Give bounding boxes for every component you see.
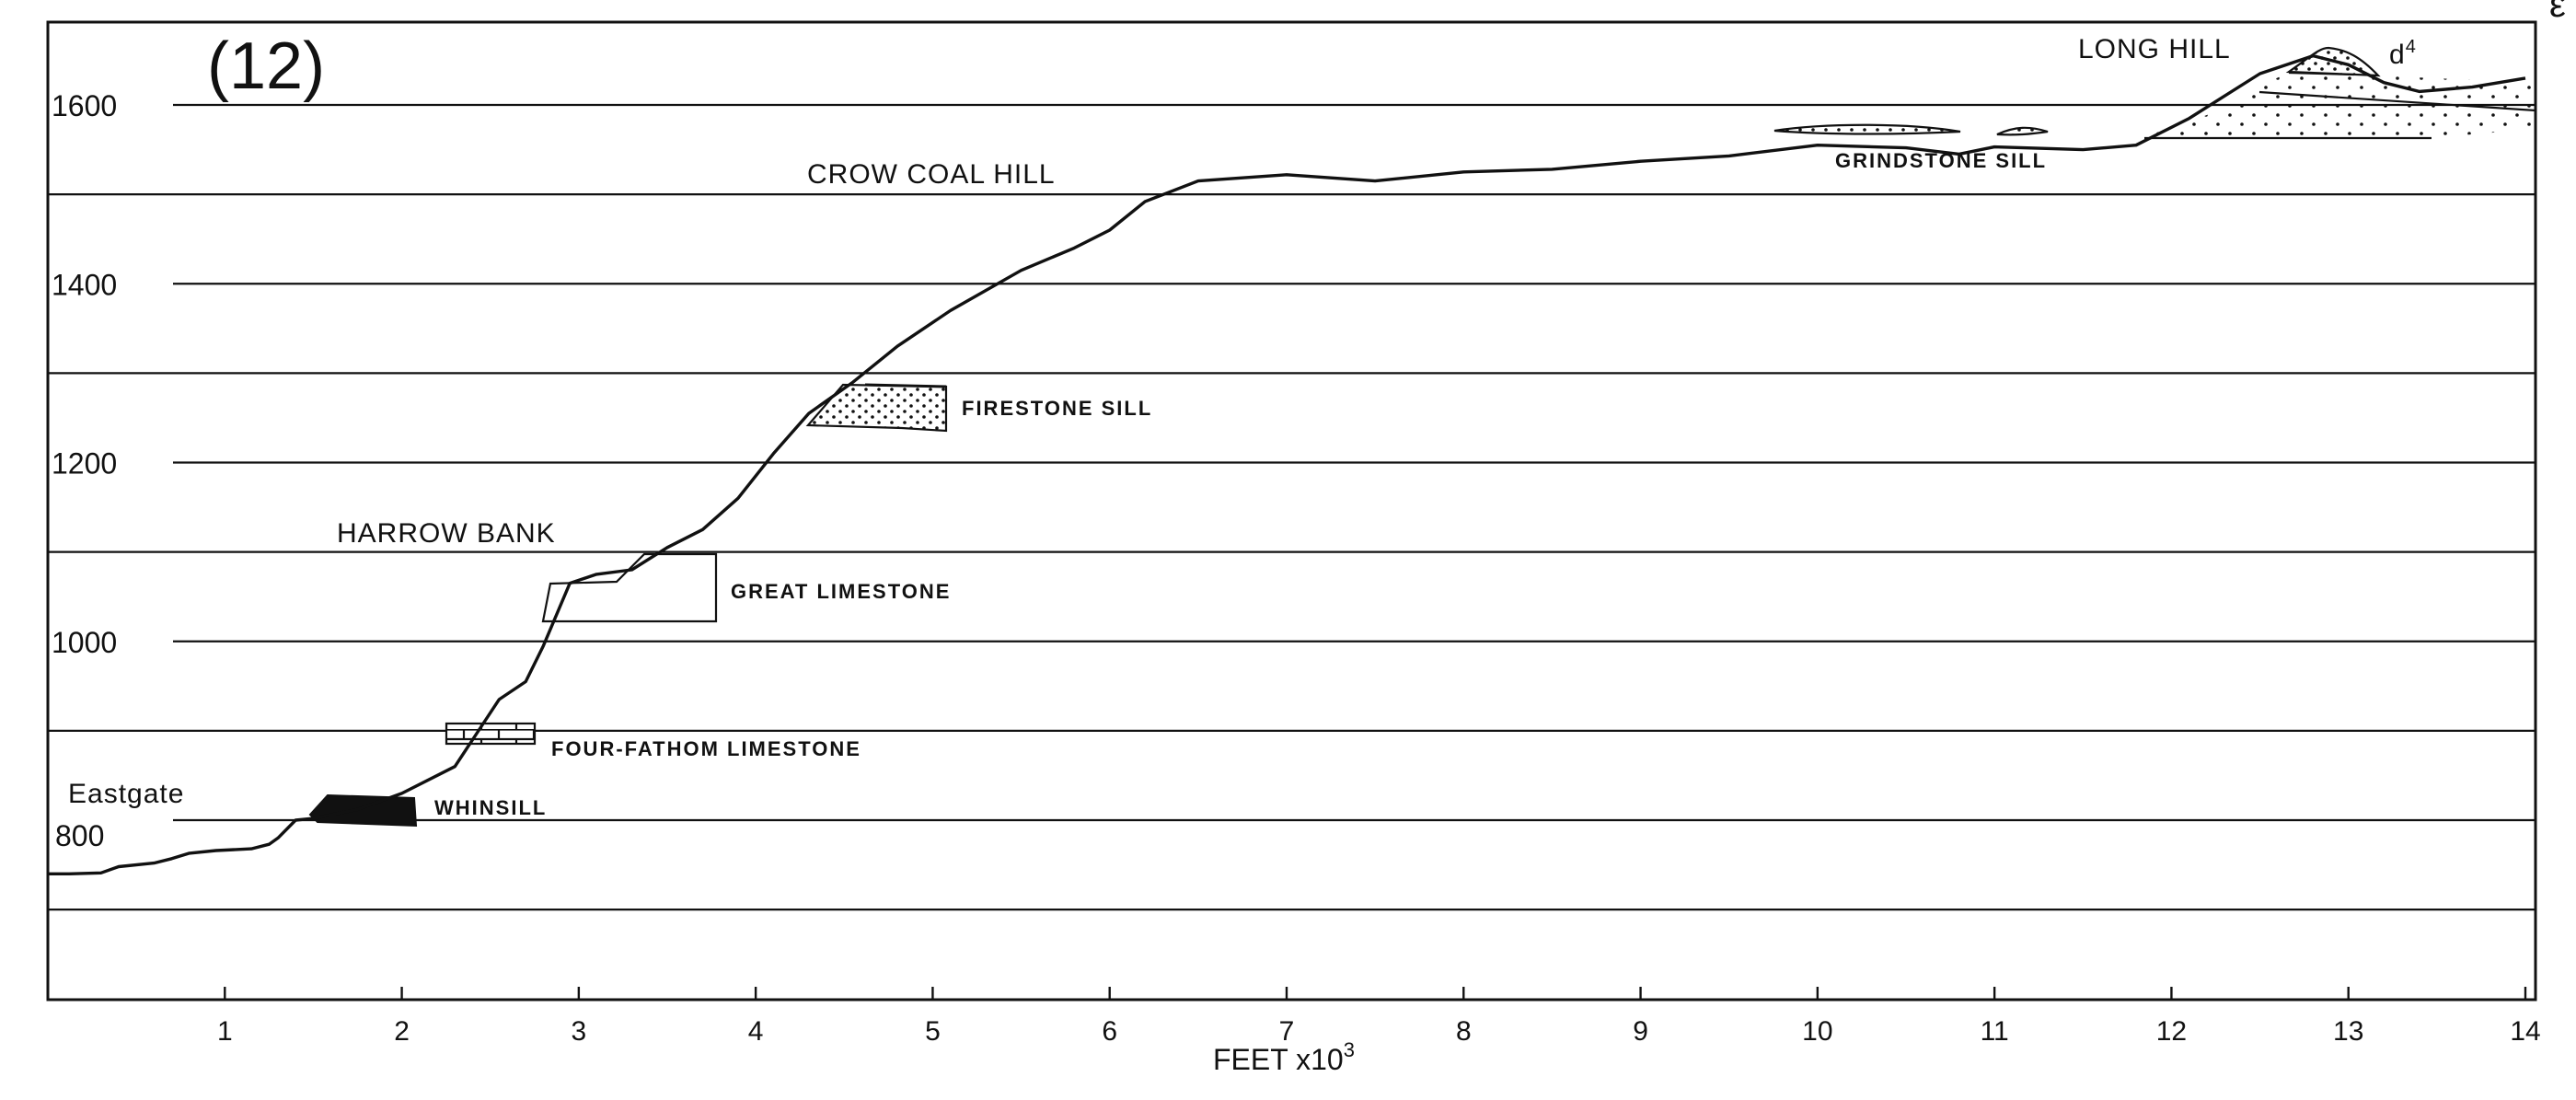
whinsill-bed <box>308 793 418 828</box>
grindstone-sill-bed <box>1773 123 1961 135</box>
long-hill-lower-contact <box>2258 90 2536 112</box>
y-tick-label-1000: 1000 <box>52 626 117 659</box>
firestone-sill-label: FIRESTONE SILL <box>962 397 1152 420</box>
four-fathom-limestone-label: FOUR-FATHOM LIMESTONE <box>551 737 861 760</box>
y-tick-label-1600: 1600 <box>52 89 117 122</box>
four-fathom-limestone-bed <box>446 724 535 744</box>
terrain-profile-line <box>48 53 2526 875</box>
x-tick-label-8: 8 <box>1456 1016 1472 1047</box>
x-tick-label-1: 1 <box>217 1016 233 1047</box>
y-tick-label-1200: 1200 <box>52 447 117 481</box>
x-tick-label-10: 10 <box>1802 1016 1832 1047</box>
d4-label: d4 <box>2389 37 2417 70</box>
x-axis-title: FEET x103 <box>1213 1038 1355 1076</box>
great-limestone-bed <box>541 552 718 623</box>
panel-label: (12) <box>207 29 325 103</box>
x-tick-label-13: 13 <box>2333 1016 2363 1047</box>
firestone-sill-edge <box>864 383 947 388</box>
x-tick-label-4: 4 <box>748 1016 764 1047</box>
y-tick-label-1400: 1400 <box>52 268 117 301</box>
plot-frame <box>46 20 2537 1002</box>
harrow-bank-label: HARROW BANK <box>337 518 556 549</box>
grid-lines <box>48 103 2536 911</box>
grindstone-sill-lens-east <box>1996 126 2049 136</box>
x-tick-label-12: 12 <box>2156 1016 2187 1047</box>
firestone-sill-bed <box>805 383 948 433</box>
eastgate-label: Eastgate <box>68 779 184 809</box>
edge-fragment-mark: ε <box>2549 0 2566 25</box>
grindstone-sill-label: GRINDSTONE SILL <box>1835 149 2047 172</box>
x-tick-label-9: 9 <box>1633 1016 1648 1047</box>
x-tick-label-6: 6 <box>1102 1016 1117 1047</box>
x-tick-label-11: 11 <box>1981 1016 2009 1047</box>
x-tick-label-7: 7 <box>1279 1016 1295 1047</box>
geology-beds <box>308 46 2536 828</box>
whinsill-label: WHINSILL <box>434 796 547 819</box>
x-tick-label-2: 2 <box>394 1016 410 1047</box>
x-axis-ticks: 1 2 3 4 5 6 7 8 9 10 11 12 13 14 <box>217 987 2541 1047</box>
crow-coal-hill-label: CROW COAL HILL <box>807 159 1056 190</box>
y-axis-ticks: 800 1000 1200 1400 1600 <box>52 89 117 852</box>
great-limestone-label: GREAT LIMESTONE <box>731 580 951 603</box>
long-hill-label: LONG HILL <box>2078 34 2231 64</box>
x-tick-label-3: 3 <box>572 1016 587 1047</box>
x-tick-label-14: 14 <box>2510 1016 2540 1047</box>
x-tick-label-5: 5 <box>925 1016 941 1047</box>
y-tick-label-800: 800 <box>55 819 104 852</box>
